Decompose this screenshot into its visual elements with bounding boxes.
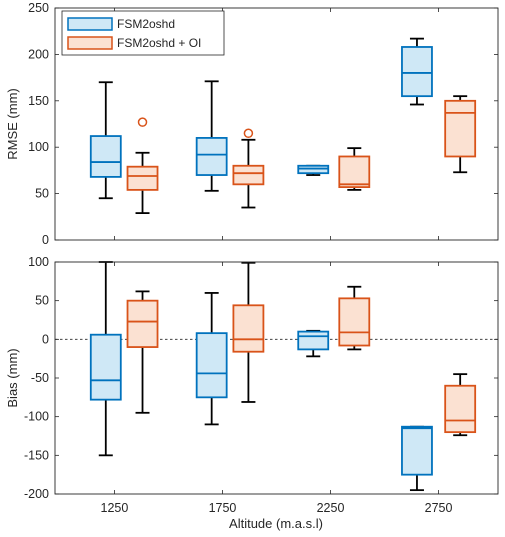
rmse-y-tick-label: 50	[35, 187, 49, 201]
iqr-box	[444, 99, 477, 158]
iqr-box	[338, 155, 371, 189]
bias-box-fsm2oshd	[297, 329, 330, 358]
bias-y-tick-label: -150	[24, 448, 49, 462]
iqr-box	[195, 137, 228, 176]
bias-y-tick-label: -200	[24, 487, 49, 501]
legend-label-fsm2oshd-oi: FSM2oshd + OI	[117, 36, 201, 50]
bias-axes-frame	[54, 261, 499, 495]
bias-box-fsm2oshd-oi	[232, 261, 265, 403]
rmse-axes-frame	[54, 7, 499, 241]
outlier-point	[243, 128, 254, 139]
iqr-box	[297, 164, 330, 175]
iqr-box	[89, 333, 122, 401]
iqr-box	[401, 425, 433, 476]
y-axis-label-rmse: RMSE (mm)	[5, 88, 20, 160]
iqr-box	[195, 332, 228, 399]
iqr-box	[338, 297, 371, 347]
rmse-box-fsm2oshd	[89, 81, 122, 200]
rmse-y-tick-label: 200	[28, 47, 49, 61]
rmse-panel: 0 50 100 150 200 250	[28, 1, 499, 247]
bias-box-fsm2oshd-oi	[126, 290, 159, 414]
iqr-box	[126, 299, 159, 348]
rmse-box-fsm2oshd	[195, 80, 228, 192]
bias-panel: -200 -150 -100 -50 0 50 100 1250 1750 2250 2750	[24, 255, 499, 515]
legend: FSM2oshd FSM2oshd + OI	[61, 10, 225, 56]
x-axis-label: Altitude (m.a.s.l)	[229, 516, 323, 531]
bias-y-tick-label: 0	[42, 332, 49, 346]
x-tick-label: 1750	[209, 501, 237, 515]
rmse-y-tick-label: 100	[28, 140, 49, 154]
rmse-box-fsm2oshd-oi	[232, 128, 265, 209]
rmse-box-fsm2oshd-oi	[444, 95, 477, 174]
rmse-box-fsm2oshd-oi	[338, 147, 371, 191]
rmse-y-tick-label: 150	[28, 94, 49, 108]
bias-y-tick-label: -50	[31, 371, 49, 385]
rmse-box-fsm2oshd	[401, 37, 433, 106]
rmse-y-tick-label: 0	[42, 233, 49, 247]
bias-box-fsm2oshd-oi	[444, 373, 477, 437]
x-tick-label: 2250	[317, 501, 345, 515]
x-tick-label: 2750	[425, 501, 453, 515]
x-tick-label: 1250	[101, 501, 129, 515]
bias-y-tick-label: -100	[24, 410, 49, 424]
iqr-box	[126, 165, 159, 191]
outlier-point	[137, 117, 148, 127]
iqr-box	[297, 330, 330, 351]
iqr-box	[232, 304, 265, 353]
bias-box-fsm2oshd	[195, 292, 228, 426]
y-axis-label-bias: Bias (mm)	[5, 348, 20, 407]
iqr-box	[232, 164, 265, 186]
legend-swatch-fsm2oshd-oi	[67, 36, 113, 50]
legend-swatch-fsm2oshd	[67, 17, 113, 31]
rmse-y-tick-label: 250	[28, 1, 49, 15]
rmse-box-fsm2oshd-oi	[126, 117, 159, 214]
iqr-box	[444, 384, 477, 434]
iqr-box	[89, 135, 122, 178]
rmse-box-fsm2oshd	[297, 164, 330, 176]
bias-y-tick-label: 100	[28, 255, 49, 269]
bias-box-fsm2oshd	[401, 425, 433, 492]
iqr-box	[401, 46, 433, 98]
bias-y-tick-label: 50	[35, 294, 49, 308]
legend-label-fsm2oshd: FSM2oshd	[117, 17, 175, 31]
bias-box-fsm2oshd-oi	[338, 285, 371, 351]
